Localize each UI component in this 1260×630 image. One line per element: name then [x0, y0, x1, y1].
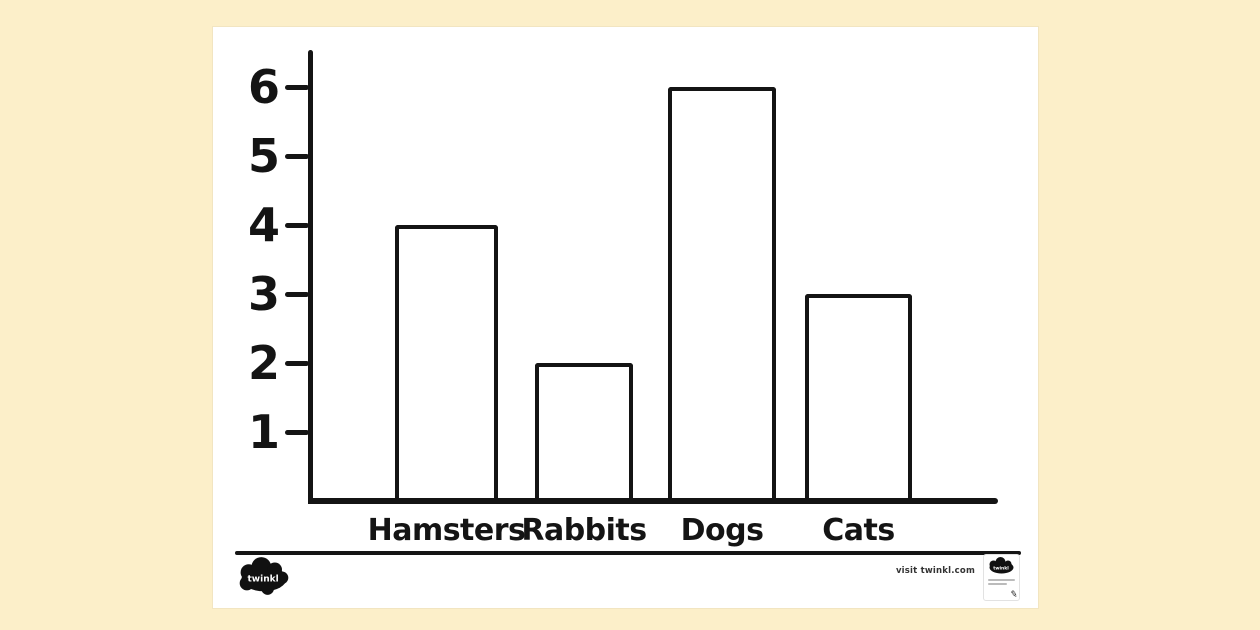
twinkl-logo: twinkl — [239, 557, 289, 595]
y-axis-tick-2 — [285, 360, 309, 366]
visit-link: visit twinkl.com — [895, 566, 975, 576]
category-label-dogs: Dogs — [680, 513, 764, 548]
y-axis-tick-label-2: 2 — [247, 336, 280, 390]
y-axis-tick-label-5: 5 — [247, 129, 280, 183]
y-axis-tick-4 — [285, 222, 309, 228]
y-axis-tick-label-1: 1 — [247, 405, 280, 459]
y-axis-tick-1 — [285, 429, 309, 435]
category-label-hamsters: Hamsters — [367, 513, 526, 548]
bar-cats — [805, 294, 912, 504]
y-axis-tick-3 — [285, 291, 309, 297]
y-axis-tick-label-6: 6 — [247, 60, 280, 114]
y-axis-line — [308, 50, 313, 504]
twinkl-quality-badge: twinkl ✎ — [983, 554, 1020, 601]
footer-divider — [235, 551, 1021, 555]
category-label-rabbits: Rabbits — [521, 513, 647, 548]
bar-dogs — [668, 87, 776, 504]
bar-hamsters — [395, 225, 498, 504]
bar-rabbits — [535, 363, 633, 504]
badge-pencil-icon: ✎ — [1009, 589, 1019, 601]
y-axis-tick-label-4: 4 — [247, 198, 280, 252]
y-axis-tick-6 — [285, 84, 309, 90]
x-axis-line — [308, 498, 998, 504]
y-axis-tick-5 — [285, 153, 309, 159]
worksheet-page: 1 2 3 4 5 6 Hamsters Rabbits Dogs Cats twinkl vis… — [213, 27, 1038, 608]
twinkl-logo-text: twinkl — [248, 574, 279, 584]
category-label-cats: Cats — [822, 513, 895, 548]
y-axis-tick-label-3: 3 — [247, 267, 280, 321]
badge-cloud-icon: twinkl — [989, 557, 1014, 574]
badge-logo-text: twinkl — [993, 566, 1009, 572]
badge-ribbon-lines — [984, 576, 1019, 585]
bar-chart: 1 2 3 4 5 6 Hamsters Rabbits Dogs Cats — [213, 27, 1038, 608]
